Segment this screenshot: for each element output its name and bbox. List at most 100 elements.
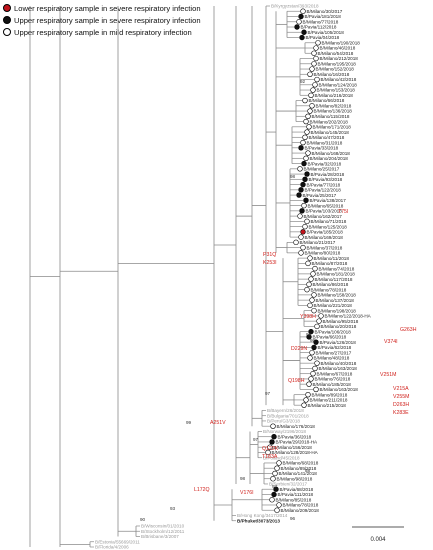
upper-sample-dot-icon — [294, 24, 300, 30]
mild-sample-dot-icon — [303, 155, 309, 162]
tip-label: B/Milano/115/2018 — [312, 114, 350, 119]
tip-label: B/Pavia/28/2018 — [311, 172, 345, 177]
tip-label: B/Milano/76/2018 — [315, 377, 351, 382]
mild-sample-dot-icon — [314, 76, 320, 83]
upper-sample-dot-icon — [273, 486, 279, 492]
tip-label: B/Milano/122/2018-HA — [325, 314, 372, 319]
tip-label: B/Pavia/33/2018 — [305, 146, 339, 151]
bootstrap-value: 97 — [265, 391, 271, 396]
mild-sample-dot-icon — [298, 250, 304, 256]
upper-sample-dot-icon — [313, 339, 319, 345]
mild-sample-dot-icon — [316, 318, 322, 324]
tip-label: B/Milano/185/2018 — [313, 382, 352, 387]
mutation-label: L172Q — [194, 487, 210, 493]
tip-label: B/Milano/98/2018 — [277, 476, 313, 481]
tip-label: B/Milano/162/2017 — [304, 214, 343, 219]
upper-sample-dot-icon — [269, 439, 275, 445]
bootstrap-value: 88 — [305, 468, 311, 473]
mild-sample-dot-icon — [305, 150, 311, 156]
tip-label: B/Milano/117/2018 — [315, 277, 353, 282]
mild-sample-dot-icon — [276, 502, 282, 508]
mild-sample-dot-icon — [304, 286, 310, 293]
tip-label: B/Bayern/26/2018 — [267, 408, 304, 413]
tip-label: B/Milano/169/2018 — [305, 235, 344, 240]
bootstrap-value: 97 — [272, 484, 278, 489]
bootstrap-value: 99 — [310, 338, 316, 343]
mild-sample-dot-icon — [312, 365, 318, 372]
mutation-label: A251V — [210, 420, 226, 426]
upper-sample-dot-icon — [302, 176, 308, 183]
mild-sample-dot-icon — [270, 476, 276, 482]
tip-label: B/Milano/48/2018 — [314, 356, 350, 361]
mild-sample-dot-icon — [312, 82, 318, 88]
tip-label: B/Milano/202/2018 — [310, 119, 349, 124]
mild-sample-dot-icon — [301, 402, 307, 408]
upper-sample-dot-icon — [300, 181, 306, 188]
tip-label: B/Pavia/25/2017 — [303, 193, 337, 198]
bootstrap-value: 92 — [300, 79, 306, 84]
scale-label: 0.004 — [370, 537, 386, 543]
tip-label: B/Milano/124/2018 — [319, 82, 358, 87]
tip-label: B/Milano/78/2018 — [311, 287, 347, 292]
tip-label: B/Stockholm/12/2011 — [141, 529, 185, 534]
mutation-label: V215A — [393, 386, 409, 392]
mild-sample-dot-icon — [274, 507, 280, 513]
mild-sample-dot-icon — [304, 218, 310, 225]
mutation-label: V176I — [240, 490, 254, 496]
tip-label: B/Milano/209/2018 — [281, 508, 320, 513]
mild-sample-dot-icon — [307, 255, 313, 261]
legend-item-upper-severe: Upper respiratory sample in severe respi… — [3, 14, 201, 26]
tip-label: B/Estonia/55669/2011 — [95, 539, 140, 544]
upper-sample-dot-icon — [311, 344, 317, 351]
mild-sample-dot-icon — [308, 92, 314, 98]
tip-label: B/Milano/21/2017 — [300, 240, 336, 245]
legend-item-upper-mild: Upper respiratory sample in mild respira… — [3, 26, 201, 38]
mild-sample-dot-icon — [297, 213, 303, 219]
mutation-label: T183A — [262, 454, 278, 460]
tip-label: B/Milano/89/2018 — [312, 392, 348, 397]
tip-label: B/Milano/195/2018 — [318, 61, 357, 66]
bootstrap-value: 97 — [253, 437, 259, 442]
mild-sample-dot-icon — [270, 423, 276, 429]
mild-sample-dot-icon — [303, 118, 309, 125]
mild-sample-dot-icon — [311, 292, 317, 298]
mutation-label: T75I — [338, 209, 348, 215]
lower-sample-dot-icon — [300, 229, 306, 235]
mild-sample-dot-icon — [300, 8, 306, 14]
legend-label: Upper respiratory sample in mild respira… — [14, 27, 192, 37]
tip-label: B/Pavia/111/2018 — [278, 492, 314, 497]
mild-sample-dot-icon — [306, 381, 312, 387]
mild-sample-dot-icon — [310, 370, 316, 377]
tip-label: B/Milano/25/2017 — [304, 167, 340, 172]
mild-sample-dot-icon — [298, 234, 304, 240]
bootstrap-value: 93 — [170, 506, 176, 511]
bootstrap-value: 90 — [140, 517, 146, 522]
upper-sample-dot-icon — [298, 13, 304, 20]
mild-sample-dot-icon — [267, 444, 273, 450]
mild-sample-dot-icon — [307, 108, 313, 114]
tip-label: B/Pavia/66/2018 — [313, 335, 347, 340]
tip-label: B/Milano/204/2018 — [310, 156, 349, 161]
tip-label: B/Milano/89/2018 — [281, 466, 317, 471]
tip-label: B/Pavia/04/2018 — [306, 35, 340, 40]
tip-label: B/Milano/158/2018 — [318, 293, 357, 298]
tip-label: B/Milano/66/2018 — [309, 98, 345, 103]
mild-sample-dot-icon — [303, 397, 309, 403]
legend-label: Lower respiratory sample in severe respi… — [14, 3, 201, 13]
mild-sample-dot-icon — [305, 113, 311, 120]
tip-label: B/Milano/27/2017 — [316, 350, 352, 355]
tip-label: B/Peru/G3/2018 — [267, 419, 300, 424]
mild-sample-dot-icon — [311, 50, 317, 56]
tip-label: B/Pavia/126/2018 — [320, 340, 357, 345]
mutation-label: V251M — [380, 372, 396, 378]
tip-label: B/Milano/198/2018 — [318, 308, 357, 313]
tip-label: B/Pavia/122/2018 — [305, 188, 342, 193]
mild-sample-dot-icon — [276, 460, 282, 466]
mutation-label: Q198H — [288, 378, 305, 384]
tip-label: B/Milano/31/2018 — [307, 140, 343, 145]
tip-label: B/Pavia/93/2018 — [309, 177, 343, 182]
tip-label: B/Milano/190/2018 — [322, 40, 361, 45]
mild-sample-dot-icon — [310, 271, 316, 277]
tip-label: B/Phuket/3073/2013 — [237, 518, 280, 523]
mild-sample-dot-icon — [274, 465, 280, 471]
